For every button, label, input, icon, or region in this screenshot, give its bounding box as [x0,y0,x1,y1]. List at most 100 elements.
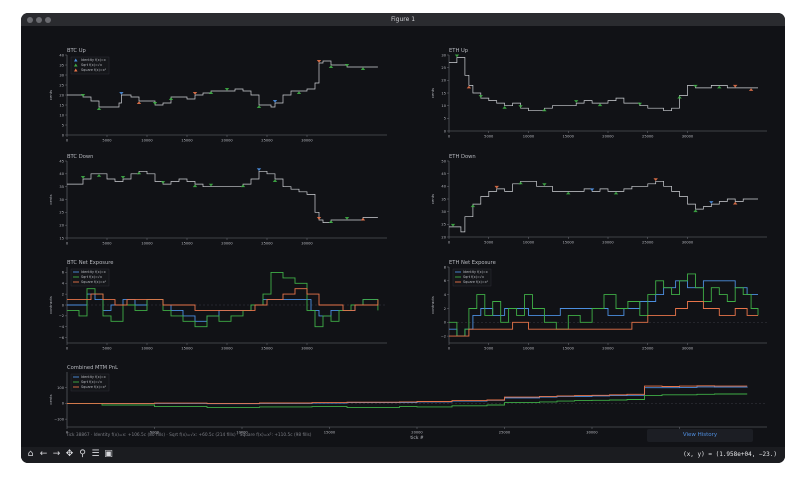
x-tick-label: 15000 [324,431,336,435]
y-tick-label: 10 [441,104,446,108]
series-line-square [449,301,758,337]
y-tick-label: 20 [441,235,446,239]
y-tick-label: 20 [59,223,64,227]
fill-marker [709,201,714,204]
y-axis-label: cents [430,88,435,98]
y-tick-label: 40 [441,185,446,189]
fill-marker [613,191,619,195]
fill-marker [466,85,472,89]
x-tick-label: 10000 [523,241,535,245]
x-tick-label: 30000 [682,241,694,245]
legend-label-sqrt: Sqrt f(x)=√x [81,380,102,384]
fill-marker [96,174,102,177]
save-icon[interactable]: ▣ [104,449,113,459]
y-tick-label: 15 [441,91,446,95]
x-tick-label: 15000 [563,135,575,139]
x-tick-label: 5000 [102,139,112,143]
back-arrow-icon[interactable]: ← [39,449,48,459]
x-tick-label: 5000 [102,347,112,351]
y-tick-label: 45 [441,172,446,176]
y-axis-label: cents [430,194,435,204]
series-line-square [67,385,748,404]
close-window-button[interactable] [27,17,33,23]
pan-icon[interactable]: ✥ [65,449,74,459]
chart-2: BTC Down cents 15 20 25 30 35 40 45 0 5000 10000 150… [48,154,387,246]
fill-marker [494,185,499,189]
legend-box [70,56,110,75]
x-tick-label: 25000 [261,139,273,143]
minimize-window-button[interactable] [36,17,42,23]
y-tick-label: 25 [441,66,446,70]
y-tick-label: −6 [59,336,65,340]
x-tick-label: 20000 [221,347,233,351]
forward-arrow-icon[interactable]: → [52,449,61,459]
fill-marker [272,100,278,103]
x-tick-label: 0 [448,347,451,351]
view-history-button[interactable]: View History [647,429,753,442]
configure-icon[interactable]: ☰ [91,449,100,459]
x-tick-label: 10000 [523,135,535,139]
y-tick-label: −100 [54,417,65,421]
y-tick-label: 100 [57,386,65,390]
y-tick-label: 4 [62,282,65,286]
y-tick-label: 0 [62,402,65,406]
legend-label-sqrt: Sqrt f(x)=√x [463,275,484,279]
series-line-sqrt [67,393,748,408]
fill-marker [272,179,278,182]
x-tick-label: 5000 [484,347,494,351]
x-tick-label: 10000 [141,347,153,351]
y-tick-label: 30 [59,198,64,202]
maximize-window-button[interactable] [45,17,51,23]
legend-marker-sqrt [74,63,78,67]
x-tick-label: 25000 [499,431,511,435]
fill-marker [96,107,102,110]
fill-marker [574,100,579,103]
legend-label-square: Square f(x)=x² [463,280,489,284]
legend-label-sqrt: Sqrt f(x)=√x [81,275,102,279]
y-tick-label: 35 [441,197,446,201]
y-tick-label: 10 [59,113,64,117]
y-axis-label: cents [48,90,53,100]
y-tick-label: 4 [444,293,447,297]
x-tick-label: 20000 [602,347,614,351]
chart-5: ETH Net Exposure contracts −2 0 2 4 6 8 0 5000 100… [430,260,767,351]
y-tick-label: 6 [444,279,447,283]
fill-marker [518,181,523,185]
y-tick-label: 50 [441,159,446,163]
x-tick-label: 30000 [682,135,694,139]
y-tick-label: 25 [59,211,64,215]
legend-label-square: Square f(x)=x² [81,68,107,72]
y-tick-label: 35 [59,63,64,67]
x-tick-label: 30000 [586,431,598,435]
legend-label-square: Square f(x)=x² [81,385,107,389]
y-tick-label: 15 [59,236,64,240]
fill-marker [328,65,334,68]
fill-marker [344,217,350,220]
y-axis-label: cents [48,394,53,404]
y-tick-label: 40 [59,172,64,176]
zoom-icon[interactable]: ⚲ [79,449,86,459]
legend-box [452,268,492,287]
x-tick-label: 10000 [236,431,248,435]
home-icon[interactable]: ⌂ [27,449,34,459]
fill-marker [192,92,198,95]
fill-marker [192,184,198,188]
figure-window: Figure 1 BTC Up cents 0 5 10 15 20 25 30 35 40 0 500… [21,13,785,463]
chart-0: BTC Up cents 0 5 10 15 20 25 30 35 40 0 5000 10000 150… [48,48,387,143]
x-tick-label: 15000 [181,139,193,143]
fill-marker [224,88,230,91]
x-tick-label: 15000 [181,347,193,351]
x-tick-label: 30000 [301,347,313,351]
x-tick-label: 0 [448,241,451,245]
x-tick-label: 0 [66,347,69,351]
y-axis-label: cents [48,194,53,204]
y-tick-label: 0 [444,129,447,133]
fill-marker [80,94,86,97]
window-title: Figure 1 [390,16,416,23]
fill-marker [168,97,174,100]
x-axis-label: tick # [410,435,424,441]
fill-marker [502,106,507,109]
x-tick-label: 20000 [411,431,423,435]
x-tick-label: 25000 [261,242,273,246]
